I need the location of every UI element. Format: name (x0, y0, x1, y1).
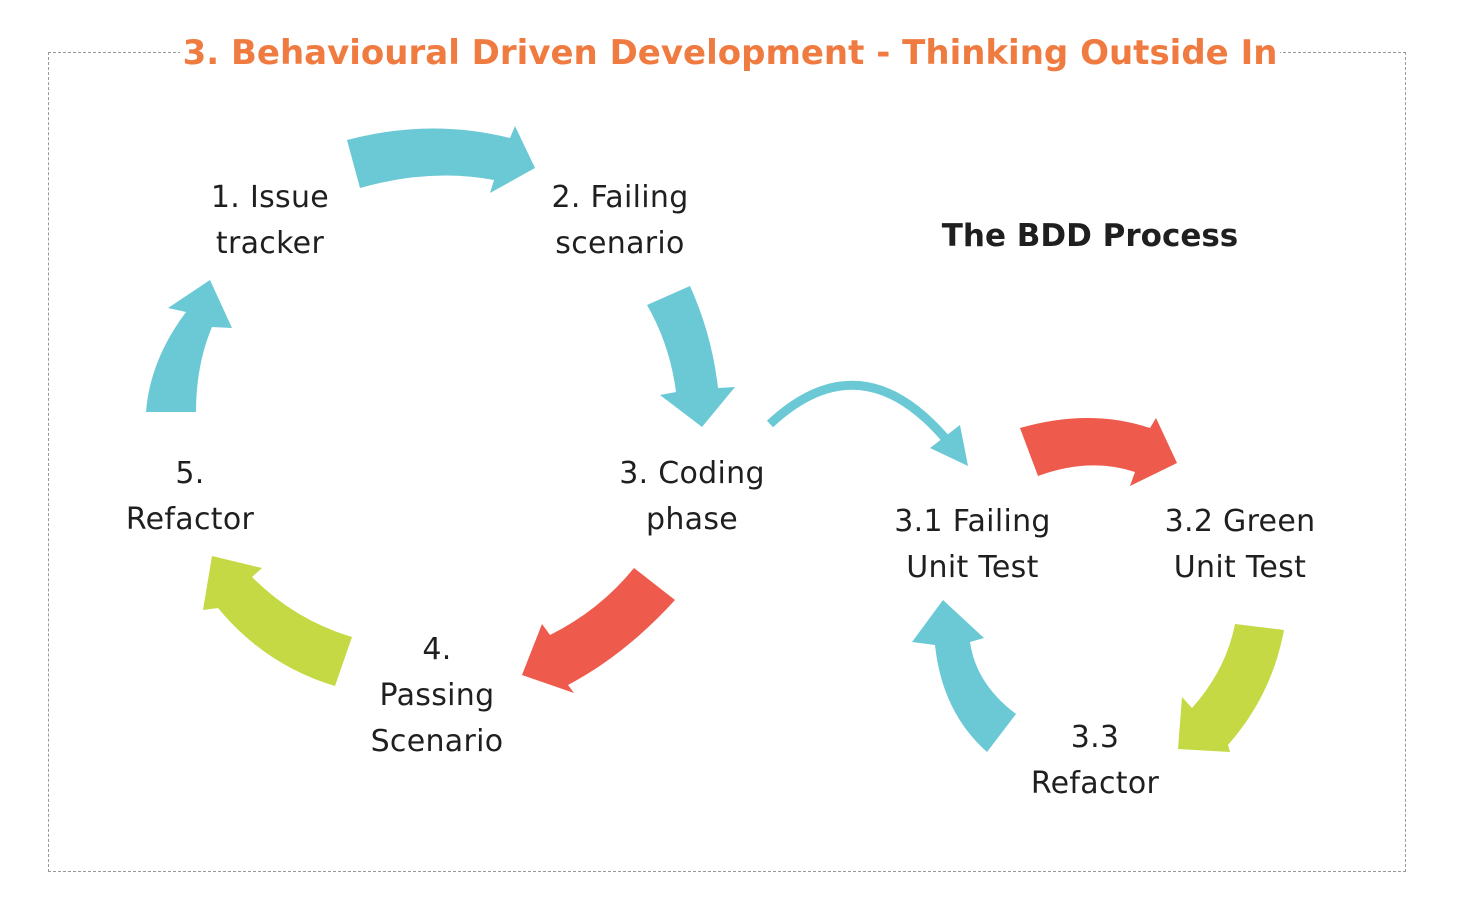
bdd-process-heading: The BDD Process (941, 218, 1239, 254)
node-failing-scenario: 2. Failing scenario (530, 175, 710, 267)
node-passing-scenario-line1: 4. (422, 632, 452, 667)
node-coding-phase-line1: 3. Coding (619, 456, 765, 491)
arrow-coding-to-passing (522, 568, 675, 693)
node-unit-refactor-line1: 3.3 (1070, 720, 1120, 755)
node-refactor-line1: 5. (175, 456, 205, 491)
node-failing-unit-test: 3.1 Failing Unit Test (875, 499, 1070, 591)
arrow-passing-to-refactor (203, 556, 352, 686)
node-failing-scenario-line1: 2. Failing (551, 180, 689, 215)
node-passing-scenario-line2: Passing (379, 678, 495, 713)
node-passing-scenario-line3: Scenario (370, 724, 504, 759)
node-issue-tracker: 1. Issue tracker (190, 175, 350, 267)
node-passing-scenario: 4. Passing Scenario (352, 627, 522, 765)
node-refactor: 5. Refactor (110, 451, 270, 543)
node-green-unit-test-line2: Unit Test (1173, 550, 1307, 585)
arrow-failing-to-green (1020, 418, 1177, 486)
arrow-failing-to-coding (647, 286, 735, 427)
node-unit-refactor-line2: Refactor (1030, 766, 1160, 801)
node-green-unit-test-line1: 3.2 Green (1164, 504, 1316, 539)
arrow-refactor-to-issue (146, 280, 232, 412)
node-unit-refactor: 3.3 Refactor (1015, 715, 1175, 807)
node-coding-phase: 3. Coding phase (602, 451, 782, 543)
diagram-title: 3. Behavioural Driven Development - Thin… (180, 28, 1280, 78)
node-issue-tracker-line1: 1. Issue (210, 180, 330, 215)
node-failing-unit-test-line2: Unit Test (906, 550, 1039, 585)
arrow-issue-to-failing (347, 126, 535, 193)
arrow-green-to-refactor (1178, 624, 1284, 752)
node-failing-scenario-line2: scenario (555, 226, 685, 261)
arrow-coding-to-unit-cycle-head (930, 425, 968, 466)
node-issue-tracker-line2: tracker (215, 226, 325, 261)
arrow-refactor-to-failing (912, 600, 1016, 752)
node-green-unit-test: 3.2 Green Unit Test (1145, 499, 1335, 591)
node-failing-unit-test-line1: 3.1 Failing (894, 504, 1051, 539)
node-coding-phase-line2: phase (645, 502, 739, 537)
arrow-coding-to-unit-cycle (766, 380, 949, 441)
node-refactor-line2: Refactor (125, 502, 255, 537)
